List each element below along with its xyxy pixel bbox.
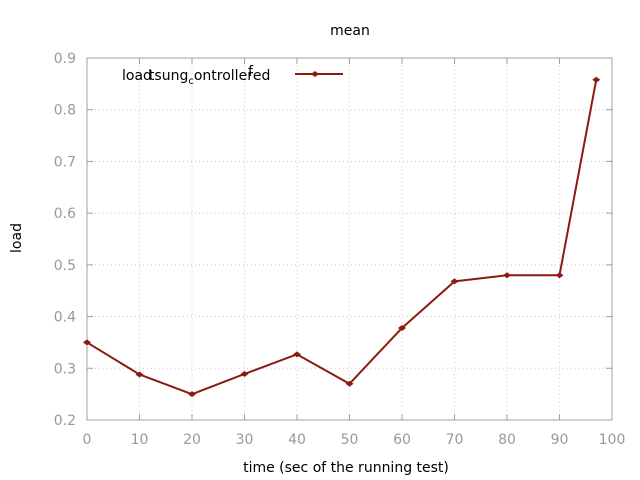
legend-label-part: ontrolle [194,68,247,84]
x-tick-label: 20 [183,432,201,448]
legend-label-part: c [188,76,194,87]
y-tick-label: 0.4 [54,310,76,326]
x-tick-label: 100 [599,432,626,448]
data-point [83,339,91,346]
data-point [555,272,564,279]
data-point [503,272,511,279]
y-tick-label: 0.3 [54,361,76,377]
legend-marker [311,71,319,77]
legend-label-part: r [247,68,253,84]
y-tick-label: 0.9 [54,51,76,67]
tick-marks [86,57,613,421]
legend-label: loadtsungcontrollerfed [122,64,270,87]
data-point [135,371,144,378]
x-tick-label: 10 [131,432,149,448]
series-line [86,79,598,396]
x-tick-label: 80 [498,432,516,448]
legend-label-part: ed [253,68,271,84]
data-point [592,76,601,83]
x-tick-label: 90 [551,432,569,448]
y-tick-label: 0.2 [54,413,76,429]
y-axis-label: load [9,223,25,253]
y-tick-label: 0.7 [54,154,76,170]
legend: loadtsungcontrollerfed [122,64,343,87]
x-tick-label: 60 [393,432,411,448]
x-tick-label: 30 [236,432,254,448]
grid-lines [87,58,612,420]
y-tick-label: 0.5 [54,258,76,274]
data-point [240,370,249,377]
data-point [450,278,459,285]
data-point [188,391,196,398]
data-point [398,324,406,331]
x-tick-label: 40 [288,432,306,448]
x-tick-labels: 0 10 20 30 40 50 60 70 80 90 100 [83,432,626,448]
y-tick-label: 0.8 [54,103,76,119]
chart-title: mean [330,23,370,39]
x-axis-label: time (sec of the running test) [243,460,449,476]
legend-label-part: tsung [149,68,188,84]
series-layer [83,76,601,398]
x-tick-label: 50 [341,432,359,448]
x-tick-label: 0 [83,432,92,448]
data-point [293,351,301,358]
legend-label-part: f [248,64,254,80]
y-tick-label: 0.6 [54,206,76,222]
legend-label-part: load [122,68,152,84]
data-point [345,380,354,387]
x-tick-label: 70 [446,432,464,448]
y-tick-labels: 0.2 0.3 0.4 0.5 0.6 0.7 0.8 0.9 [54,51,76,429]
